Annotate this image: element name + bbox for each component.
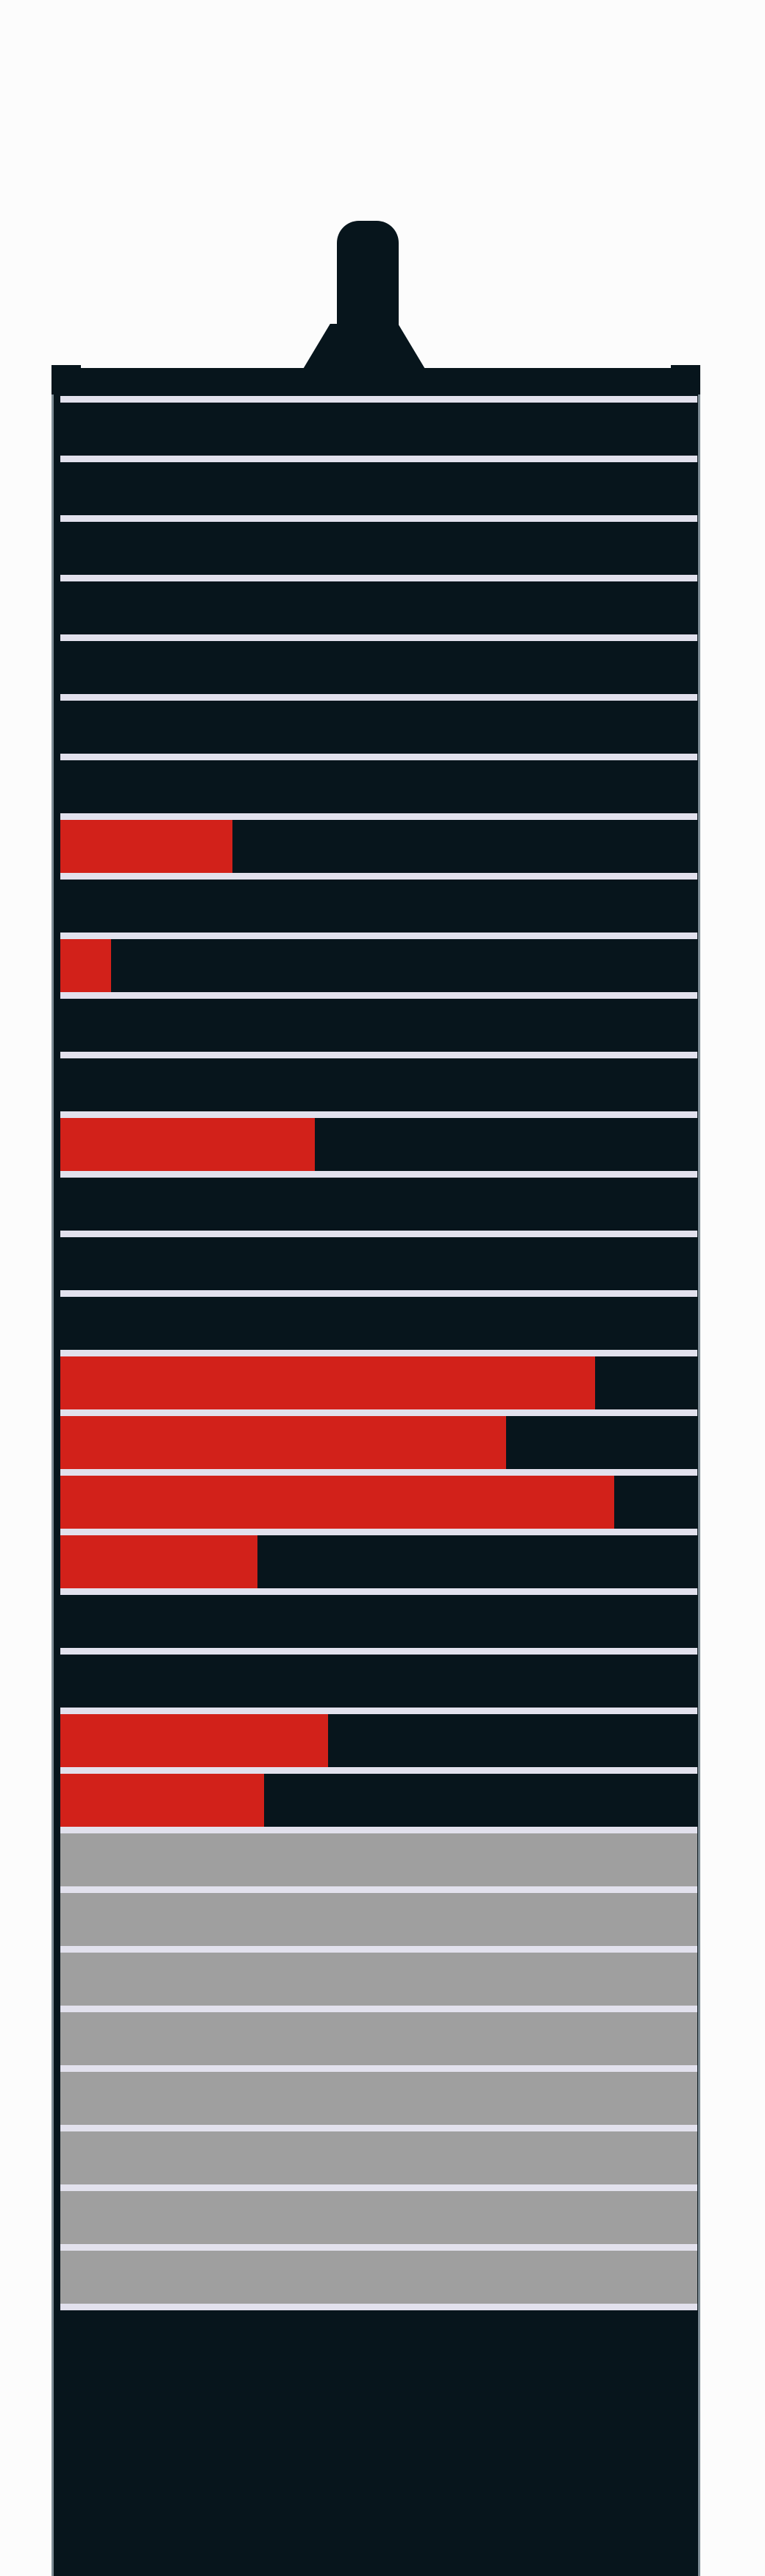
level-row (60, 2125, 697, 2184)
level-row (60, 754, 697, 813)
level-fill (60, 1416, 507, 1469)
level-row (60, 1946, 697, 2006)
level-fill (60, 820, 232, 873)
level-row (60, 694, 697, 754)
level-fill (60, 1535, 258, 1588)
level-fill (60, 1774, 265, 1827)
bottom-divider (60, 2304, 697, 2310)
level-row (60, 2065, 697, 2125)
level-fill (60, 1356, 596, 1409)
level-row (60, 515, 697, 575)
level-rows (60, 396, 697, 2310)
level-row (60, 1231, 697, 1290)
level-row (60, 2184, 697, 2244)
level-row (60, 1827, 697, 1886)
level-fill (60, 1476, 615, 1529)
level-row (60, 1171, 697, 1231)
level-row (60, 1588, 697, 1648)
level-row (60, 575, 697, 634)
level-fill (60, 1118, 316, 1171)
right-battlement (671, 365, 700, 394)
level-row (60, 813, 697, 873)
level-row (60, 873, 697, 933)
level-row (60, 1708, 697, 1767)
level-row (60, 992, 697, 1052)
level-row (60, 1290, 697, 1350)
level-row (60, 456, 697, 515)
level-row (60, 1886, 697, 1946)
level-row (60, 1111, 697, 1171)
level-row (60, 933, 697, 992)
level-row (60, 1529, 697, 1588)
level-row (60, 2006, 697, 2065)
level-row (60, 2244, 697, 2304)
level-row (60, 1469, 697, 1529)
level-row (60, 1767, 697, 1827)
level-row (60, 1052, 697, 1111)
left-battlement (51, 365, 81, 394)
level-row (60, 1350, 697, 1409)
level-fill (60, 1714, 328, 1767)
level-row (60, 1409, 697, 1469)
level-row (60, 396, 697, 456)
level-fill (60, 939, 112, 992)
level-row (60, 1648, 697, 1708)
level-row (60, 634, 697, 694)
